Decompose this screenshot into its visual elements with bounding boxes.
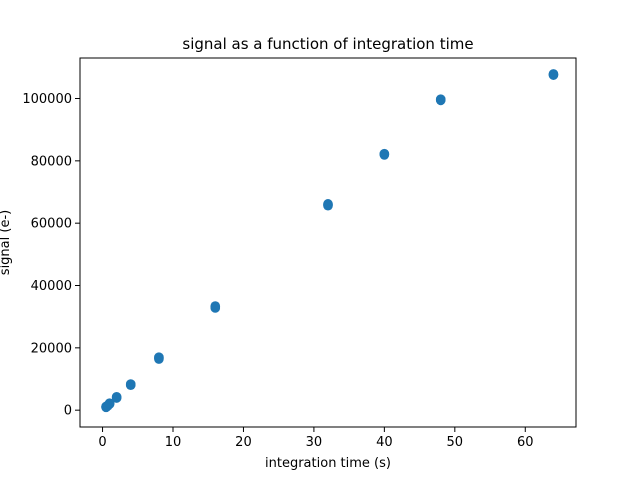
x-tick-label: 40 — [376, 435, 393, 450]
data-point — [210, 301, 221, 311]
plot-frame — [79, 57, 577, 428]
x-tick-label: 0 — [98, 435, 106, 450]
y-tick-label: 0 — [64, 404, 72, 419]
x-axis-label: integration time (s) — [265, 456, 391, 471]
scatter-marks — [101, 69, 559, 413]
data-point — [379, 148, 390, 159]
data-point — [323, 199, 333, 209]
data-point — [125, 379, 136, 389]
y-tick-label: 80000 — [31, 154, 72, 169]
data-point — [111, 391, 122, 402]
x-tick-label: 50 — [447, 435, 464, 450]
x-tick-label: 60 — [517, 435, 534, 450]
x-tick-label: 30 — [306, 435, 323, 450]
y-tick-label: 100000 — [22, 92, 72, 107]
chart-title: signal as a function of integration time — [182, 35, 473, 53]
y-axis-ticks: 0 20000 40000 60000 80000 100000 — [22, 92, 80, 419]
y-tick-label: 60000 — [31, 217, 72, 232]
y-tick-label: 20000 — [31, 341, 72, 356]
x-tick-label: 10 — [165, 435, 182, 450]
data-point — [154, 352, 164, 362]
data-point — [104, 398, 115, 408]
data-point — [548, 69, 559, 79]
x-tick-label: 20 — [235, 435, 252, 450]
x-axis-ticks: 0 10 20 30 40 50 60 — [98, 427, 534, 450]
data-point — [435, 94, 446, 104]
y-tick-label: 40000 — [31, 279, 72, 294]
y-axis-label: signal (e-) — [0, 210, 13, 275]
